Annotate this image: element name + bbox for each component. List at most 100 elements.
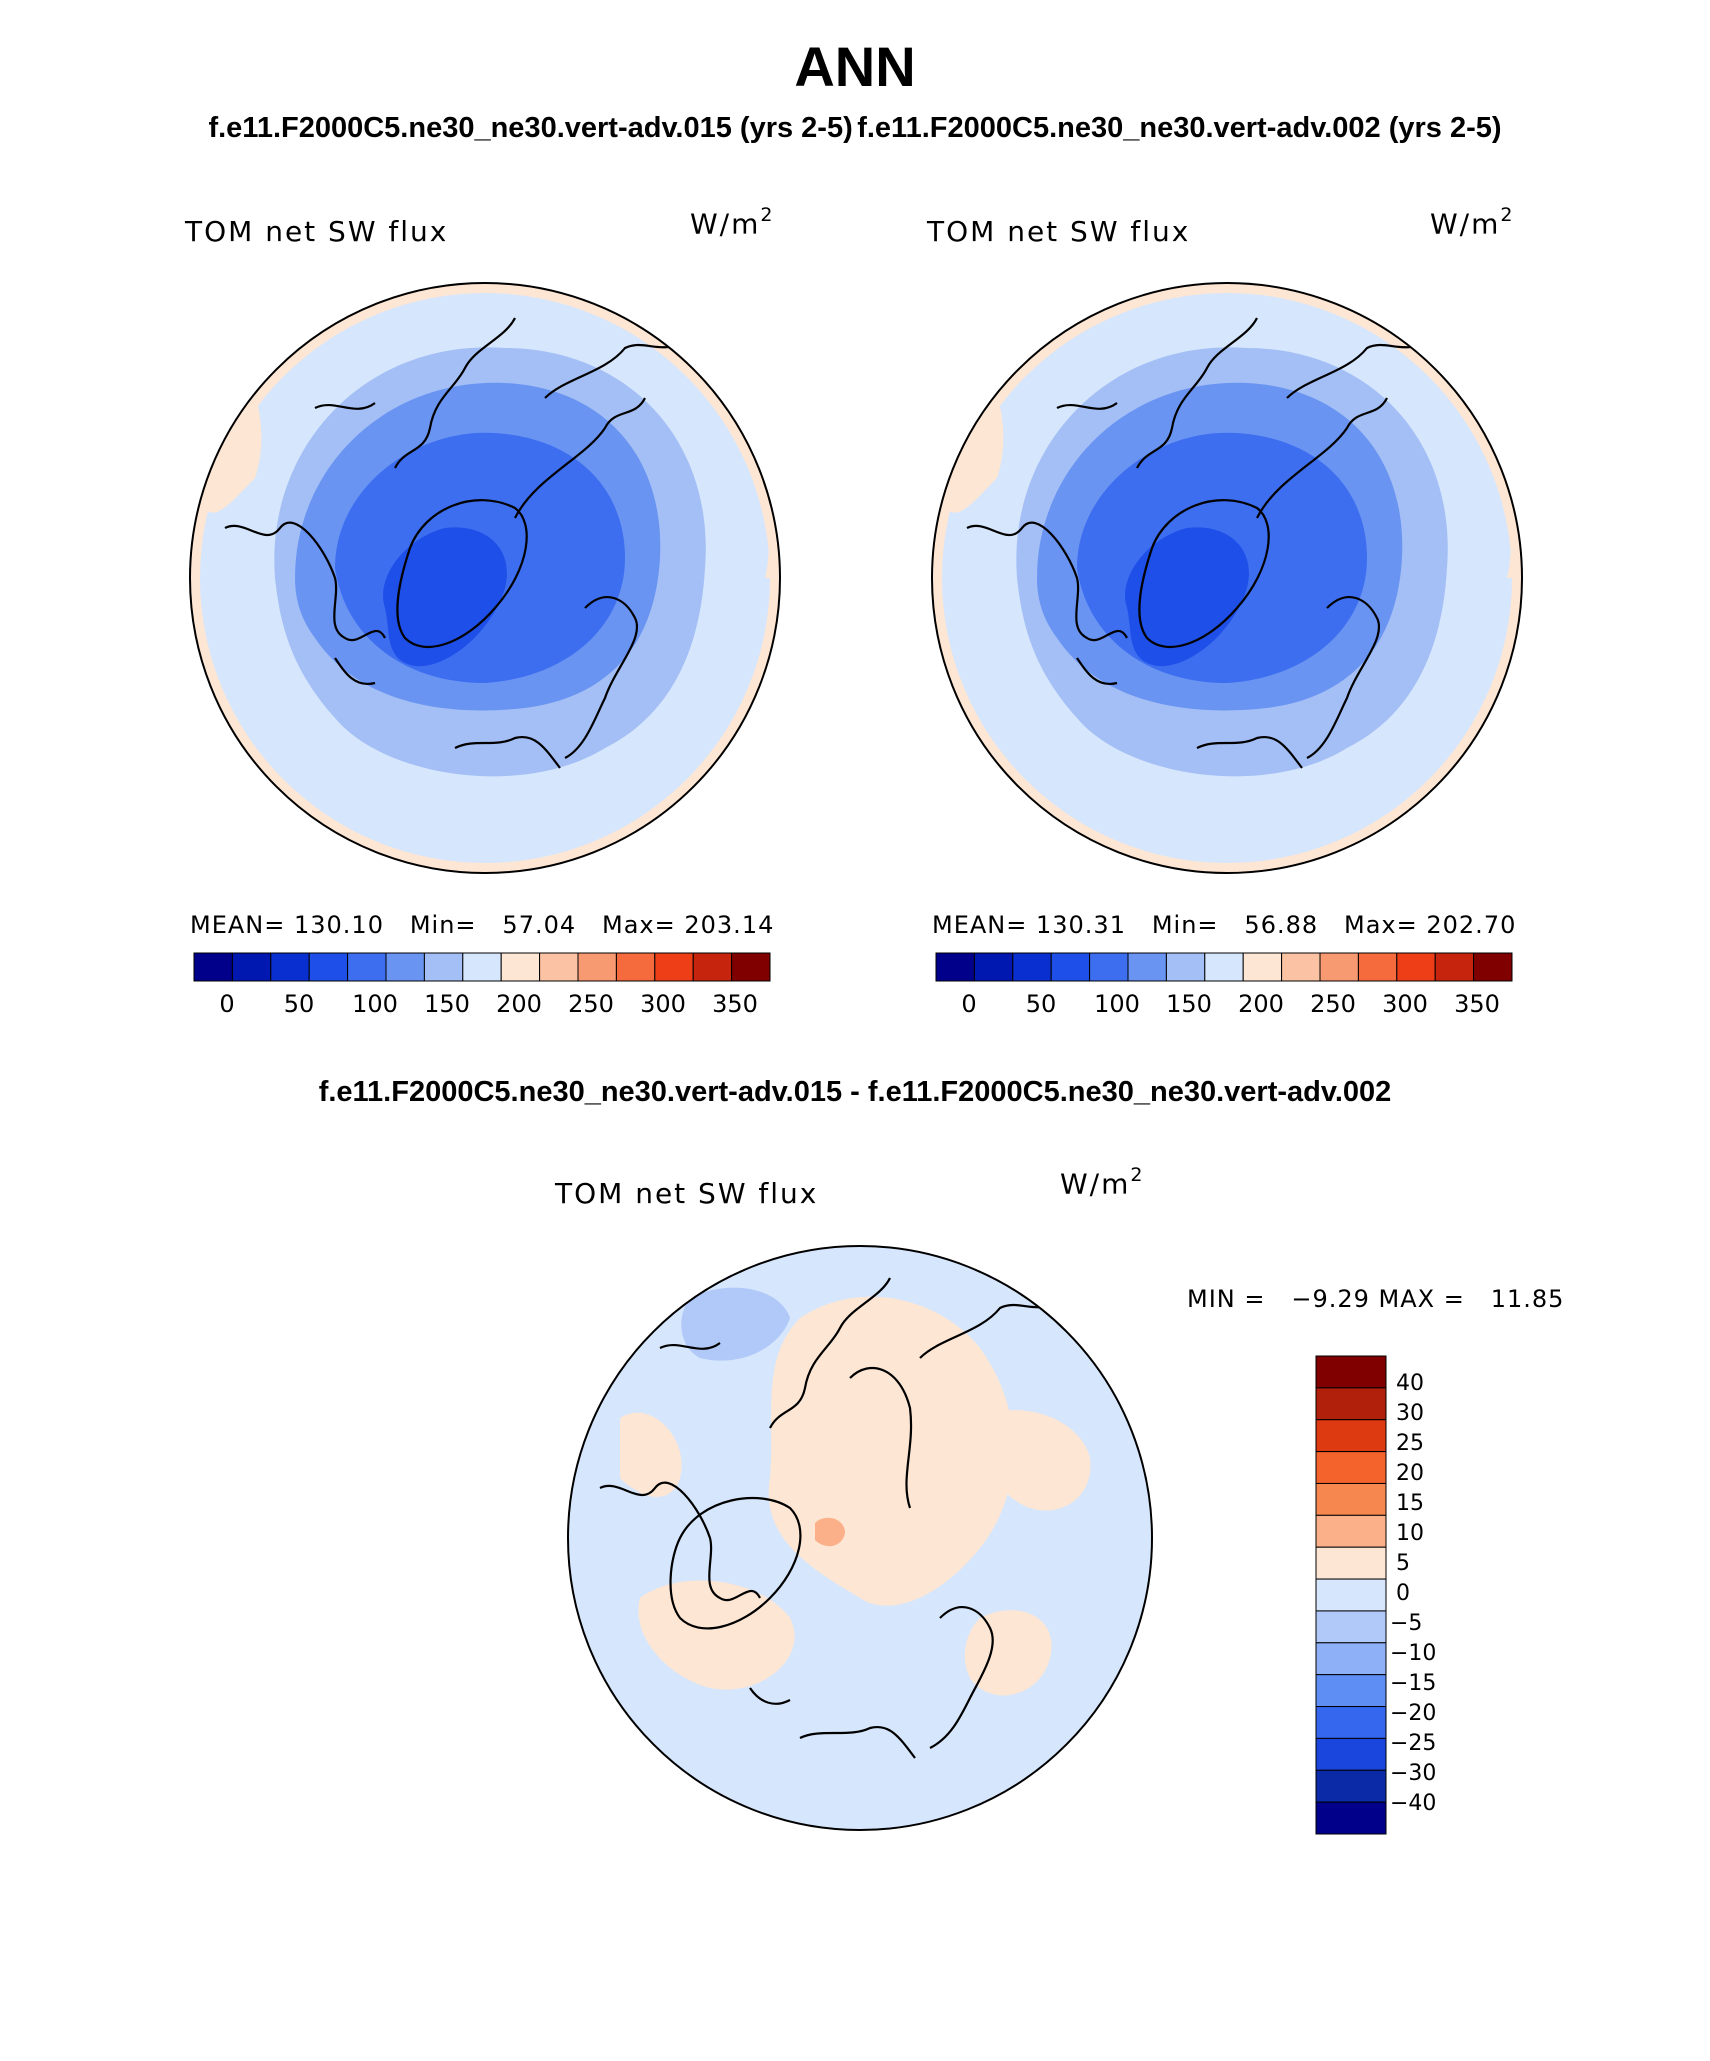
colorbar-swatch (1315, 1387, 1387, 1421)
panel1-cb-label: 300 (640, 990, 686, 1018)
colorbar-swatch (1315, 1610, 1387, 1644)
colorbar-swatch (577, 952, 617, 982)
colorbar-swatch (935, 952, 975, 982)
panel2-cb-label: 0 (961, 990, 977, 1018)
panel1-cb-label: 150 (424, 990, 470, 1018)
diff-cb-label: −25 (1390, 1731, 1437, 1756)
diff-units: W/m2 (1060, 1164, 1145, 1201)
panel1-cb-label: 250 (568, 990, 614, 1018)
diff-field-positive-east (979, 1410, 1091, 1511)
colorbar-swatch (654, 952, 694, 982)
colorbar-swatch (1315, 1419, 1387, 1453)
colorbar-swatch (423, 952, 464, 982)
colorbar-swatch (347, 952, 387, 982)
case-subtitle-right: f.e11.F2000C5.ne30_ne30.vert-adv.002 (yr… (857, 112, 1502, 144)
colorbar-swatch (270, 952, 310, 982)
colorbar-swatch (1315, 1706, 1387, 1739)
difference-title: f.e11.F2000C5.ne30_ne30.vert-adv.015 - f… (318, 1076, 1392, 1108)
colorbar-swatch (539, 952, 579, 982)
panel2-units: W/m2 (1430, 204, 1515, 241)
colorbar-swatch (1315, 1546, 1387, 1580)
panel2-cb-label: 250 (1310, 990, 1356, 1018)
diff-field-positive-europe (964, 1610, 1052, 1696)
diff-cb-label: 5 (1396, 1551, 1410, 1576)
diff-cb-label: −5 (1390, 1611, 1423, 1636)
colorbar-swatch (1089, 952, 1129, 982)
colorbar-swatch (1396, 952, 1436, 982)
panel1-stats: MEAN= 130.10 Min= 57.04 Max= 203.14 (190, 911, 775, 939)
colorbar-swatch (193, 952, 233, 982)
colorbar-swatch (1012, 952, 1052, 982)
colorbar-swatch (1315, 1642, 1387, 1676)
colorbar-swatch (1315, 1514, 1387, 1548)
diff-cb-label: 20 (1396, 1461, 1424, 1486)
diff-cb-label: 0 (1396, 1581, 1410, 1606)
colorbar-swatch (1315, 1674, 1387, 1708)
panel2-map-border (931, 282, 1523, 874)
colorbar-swatch (731, 952, 771, 982)
colorbar-swatch (1473, 952, 1513, 982)
panel2-stats: MEAN= 130.31 Min= 56.88 Max= 202.70 (932, 911, 1517, 939)
diff-field-positive-west (620, 1412, 682, 1497)
diff-cb-label: 30 (1396, 1401, 1424, 1426)
panel2-cb-label: 100 (1094, 990, 1140, 1018)
colorbar-swatch (462, 952, 502, 982)
panel1-field-greenland (383, 527, 507, 667)
panel2-cb-label: 50 (1025, 990, 1057, 1018)
diff-cb-label: 15 (1396, 1491, 1424, 1516)
colorbar-swatch (1050, 952, 1091, 982)
colorbar-swatch (1242, 952, 1283, 982)
panel1-units: W/m2 (690, 204, 775, 241)
case-subtitle-row: f.e11.F2000C5.ne30_ne30.vert-adv.015 (yr… (0, 112, 1710, 145)
colorbar-swatch (1204, 952, 1244, 982)
colorbar-swatch (1315, 1482, 1387, 1516)
figure-title: ANN (794, 35, 916, 98)
colorbar-swatch (973, 952, 1014, 982)
panel1-colorbar (193, 952, 771, 982)
colorbar-swatch (1434, 952, 1475, 982)
diff-polar-map (567, 1245, 1153, 1831)
panel2-field-greenland (1125, 527, 1249, 667)
panel1-cb-label: 100 (352, 990, 398, 1018)
panel2-variable-title: TOM net SW flux (927, 215, 1191, 248)
colorbar-swatch (308, 952, 349, 982)
diff-field-max-patch (815, 1517, 845, 1547)
panel1-cb-label: 200 (496, 990, 542, 1018)
colorbar-swatch (1127, 952, 1167, 982)
colorbar-swatch (1281, 952, 1321, 982)
panel2-cb-label: 200 (1238, 990, 1284, 1018)
panel2-colorbar-labels: 0 50 100 150 200 250 300 350 (935, 990, 1513, 1020)
diff-cb-label: −40 (1390, 1791, 1437, 1816)
diff-cb-label: −15 (1390, 1671, 1437, 1696)
colorbar-swatch (1357, 952, 1398, 982)
diff-field-negative-patch (681, 1287, 790, 1361)
panel1-cb-label: 50 (283, 990, 315, 1018)
panel2-polar-map (931, 282, 1523, 874)
diff-coastlines (599, 1277, 1061, 1759)
diff-cb-label: 40 (1396, 1371, 1424, 1396)
colorbar-swatch (1315, 1737, 1387, 1771)
panel1-colorbar-labels: 0 50 100 150 200 250 300 350 (193, 990, 771, 1020)
diff-variable-title: TOM net SW flux (555, 1177, 819, 1210)
diff-cb-label: 25 (1396, 1431, 1424, 1456)
panel1-variable-title: TOM net SW flux (185, 215, 449, 248)
diff-cb-label: −10 (1390, 1641, 1437, 1666)
diff-minmax: MIN = −9.29 MAX = 11.85 (1187, 1285, 1565, 1313)
colorbar-swatch (231, 952, 272, 982)
panel2-cb-label: 300 (1382, 990, 1428, 1018)
colorbar-swatch (500, 952, 541, 982)
panel2-colorbar (935, 952, 1513, 982)
colorbar-swatch (1315, 1801, 1387, 1835)
colorbar-swatch (615, 952, 656, 982)
panel1-cb-label: 0 (219, 990, 235, 1018)
panel2-cb-label: 350 (1454, 990, 1500, 1018)
colorbar-swatch (1315, 1769, 1387, 1803)
panel1-cb-label: 350 (712, 990, 758, 1018)
panel1-coastlines (224, 317, 686, 769)
case-subtitle-left: f.e11.F2000C5.ne30_ne30.vert-adv.015 (yr… (208, 112, 853, 144)
diff-cb-label: 10 (1396, 1521, 1424, 1546)
colorbar-swatch (1165, 952, 1206, 982)
colorbar-swatch (1315, 1578, 1387, 1612)
diff-cb-label: −30 (1390, 1761, 1437, 1786)
panel2-coastlines (966, 317, 1428, 769)
